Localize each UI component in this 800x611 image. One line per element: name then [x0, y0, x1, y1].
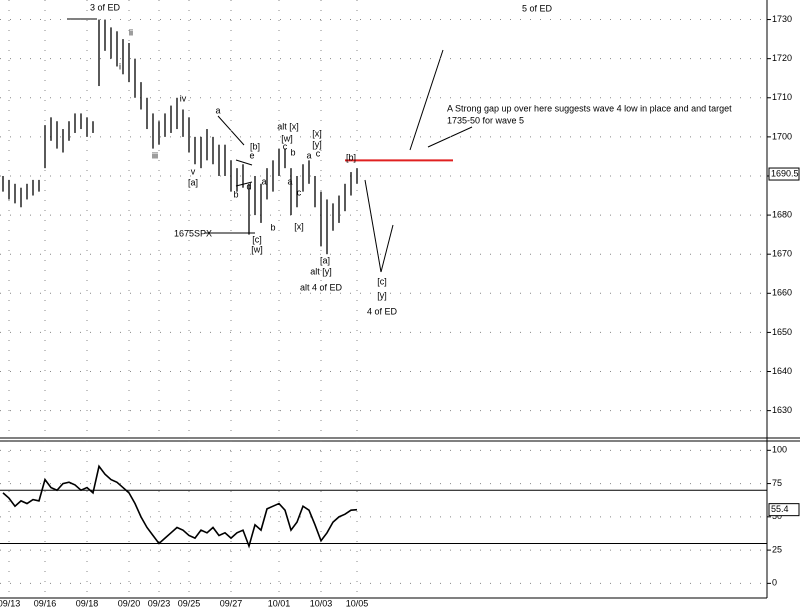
wave-label: 3 of ED	[90, 2, 121, 12]
x-tick-label: 09/18	[76, 598, 99, 608]
wave-line	[235, 159, 253, 166]
x-tick-label: 10/03	[310, 598, 333, 608]
x-tick-label: 09/20	[118, 598, 141, 608]
wave-label: iii	[152, 150, 158, 160]
x-tick-label: 09/25	[178, 598, 201, 608]
rsi-line	[2, 464, 358, 549]
wave-label: [a]	[188, 177, 198, 187]
wave-label: [x]	[294, 221, 304, 231]
x-tick-label: 09/16	[34, 598, 57, 608]
wave-label: 1735-50 for wave 5	[447, 115, 524, 125]
wave-label: e	[249, 150, 254, 160]
wave-label: [b]	[250, 141, 260, 151]
wave-label: c	[297, 187, 302, 197]
wave-label: [y]	[312, 139, 322, 149]
last-value-label: 55.4	[771, 504, 789, 514]
wave-label: [a]	[320, 255, 330, 265]
wave-label: [w]	[281, 133, 293, 143]
y-tick-label: 50	[772, 511, 782, 521]
y-tick-label: 1670	[772, 249, 792, 259]
y-tick-label: 1660	[772, 288, 792, 298]
wave-label: alt [x]	[277, 121, 299, 131]
wave-label: A Strong gap up over here suggests wave …	[447, 103, 732, 113]
last-value-box	[768, 503, 800, 517]
y-tick-label: 1730	[772, 14, 792, 24]
wave-label: [y]	[377, 290, 387, 300]
wave-label: a	[215, 105, 220, 115]
y-tick-label: 1710	[772, 92, 792, 102]
last-value-label: 1690.5	[771, 168, 799, 178]
wave-label: a	[261, 176, 266, 186]
wave-label: [b]	[346, 152, 356, 162]
y-tick-label: 1650	[772, 327, 792, 337]
y-tick-label: 1630	[772, 405, 792, 415]
y-tick-label: 75	[772, 478, 782, 488]
y-tick-label: 1680	[772, 209, 792, 219]
wave-label: c	[283, 141, 288, 151]
wave-label: 4 of ED	[367, 306, 398, 316]
wave-label: b	[270, 222, 275, 232]
x-tick-label: 09/27	[220, 598, 243, 608]
wave-label: [x]	[312, 128, 322, 138]
wave-label: d	[246, 181, 251, 191]
wave-label: v	[191, 166, 196, 176]
projection-line	[364, 179, 382, 273]
wave-label: a	[287, 176, 292, 186]
wave-label: a	[306, 150, 311, 160]
wave-label: b	[290, 147, 295, 157]
wave-label: b	[233, 189, 238, 199]
wave-label: c	[316, 148, 321, 158]
y-tick-label: 1640	[772, 366, 792, 376]
wave-label: i	[119, 61, 121, 71]
y-tick-label: 1700	[772, 131, 792, 141]
y-tick-label: 1720	[772, 53, 792, 63]
wave-label: iv	[180, 93, 187, 103]
wave-label: [c]	[377, 276, 387, 286]
wave-label: [c]	[252, 234, 262, 244]
y-tick-label: 0	[772, 578, 777, 588]
last-value-box	[768, 167, 800, 181]
x-tick-label: 10/05	[346, 598, 369, 608]
wave-label: 1675SPX	[174, 228, 212, 238]
projection-line	[380, 224, 394, 273]
wave-label: 5 of ED	[522, 3, 553, 13]
y-tick-label: 100	[772, 445, 787, 455]
wave-label: [w]	[251, 244, 263, 254]
wave-label: alt [y]	[310, 266, 332, 276]
wave-label: alt 4 of ED	[300, 282, 343, 292]
x-tick-label: 09/13	[0, 598, 20, 608]
y-tick-label: 25	[772, 544, 782, 554]
projection-line	[409, 49, 444, 151]
x-tick-label: 09/23	[148, 598, 171, 608]
x-tick-label: 10/01	[268, 598, 291, 608]
wave-line	[235, 181, 253, 187]
wave-label: ii	[129, 27, 133, 37]
